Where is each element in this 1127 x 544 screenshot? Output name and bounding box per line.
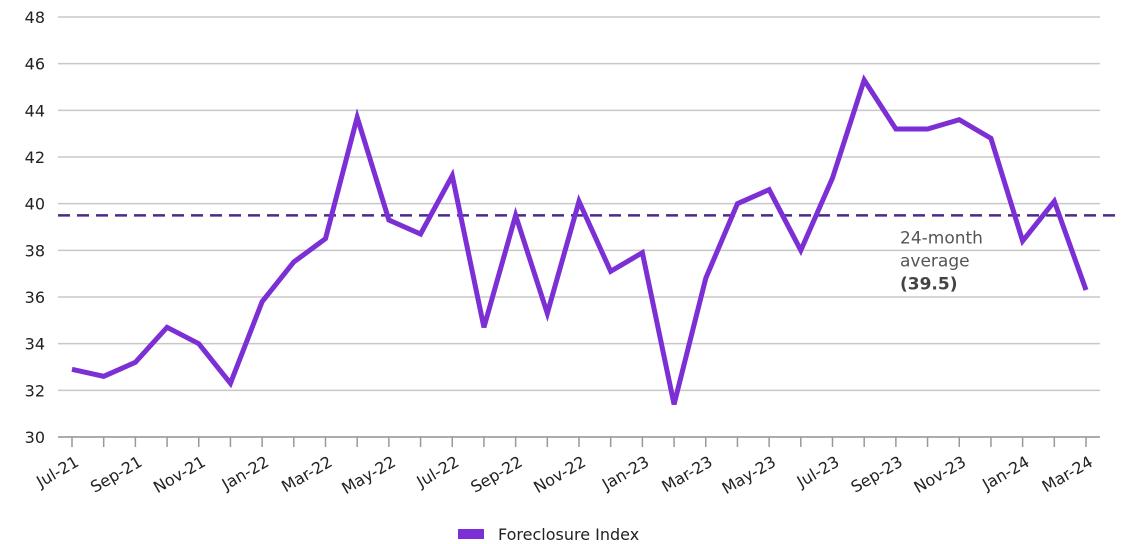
x-tick-label: May-22 — [338, 452, 399, 498]
data-line — [71, 74, 1089, 405]
x-tick-label: Sep-22 — [467, 452, 525, 497]
x-tick-label: May-23 — [719, 452, 780, 498]
x-tick-label: Mar-22 — [278, 452, 335, 496]
x-tick-label: Sep-23 — [848, 452, 906, 497]
legend-swatch — [458, 529, 484, 539]
x-tick-label: Nov-23 — [910, 452, 969, 497]
y-tick-label: 40 — [25, 195, 45, 214]
x-tick-label: Jan-24 — [978, 452, 1032, 494]
annotation: average — [900, 251, 970, 271]
y-tick-label: 38 — [25, 241, 45, 260]
y-tick-label: 30 — [25, 428, 45, 447]
y-tick-label: 48 — [25, 8, 45, 27]
x-tick-label: Jul-23 — [793, 452, 843, 492]
x-tick-label: Mar-23 — [658, 452, 715, 496]
x-tick-label: Nov-22 — [530, 452, 589, 497]
x-tick-label: Jul-21 — [32, 452, 82, 492]
legend-label: Foreclosure Index — [498, 525, 639, 544]
y-tick-label: 46 — [25, 55, 45, 74]
y-tick-label: 32 — [25, 381, 45, 400]
x-tick-label: Mar-24 — [1039, 452, 1096, 496]
x-tick-label: Sep-21 — [87, 452, 145, 497]
y-tick-label: 34 — [25, 335, 45, 354]
x-tick-label: Jul-22 — [413, 452, 463, 492]
y-tick-label: 44 — [25, 101, 45, 120]
x-tick-label: Jan-22 — [218, 452, 272, 494]
annotation: 24-month — [900, 228, 983, 248]
x-tick-label: Jan-23 — [598, 452, 652, 494]
y-tick-label: 36 — [25, 288, 45, 307]
annotation-value: (39.5) — [900, 274, 957, 294]
x-tick-label: Nov-21 — [150, 452, 209, 497]
y-tick-label: 42 — [25, 148, 45, 167]
